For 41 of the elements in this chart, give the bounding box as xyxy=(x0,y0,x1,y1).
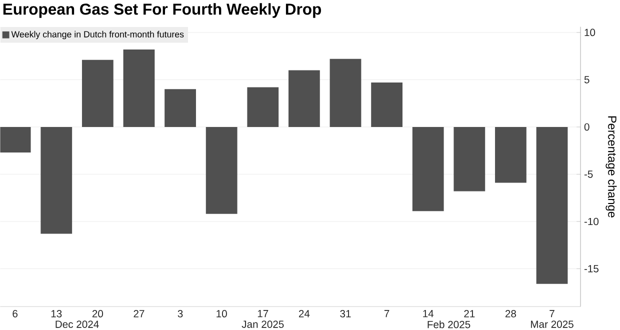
legend-label: Weekly change in Dutch front-month futures xyxy=(11,30,184,40)
x-tick-label: 20 xyxy=(92,310,104,318)
bar xyxy=(123,49,155,127)
x-tick-label: 27 xyxy=(134,310,144,318)
text: Feb 2025 xyxy=(428,320,470,328)
text: Dec 2024 xyxy=(56,320,99,328)
x-tick-label: 10 xyxy=(216,310,227,318)
text: Mar 2025 xyxy=(531,320,574,328)
bar xyxy=(495,126,526,183)
x-tick-label: 28 xyxy=(505,310,516,318)
bar xyxy=(536,126,568,284)
bar xyxy=(247,87,279,127)
x-tick-label: 6 xyxy=(12,310,18,318)
bar xyxy=(454,126,486,192)
y-tick-label: 10 xyxy=(584,28,596,36)
y-tick-label: 0 xyxy=(584,123,590,131)
text: Jan 2025 xyxy=(242,320,284,328)
x-tick-label: 3 xyxy=(178,310,183,318)
y-tick-label: -10 xyxy=(584,218,599,226)
x-tick-label: 7 xyxy=(384,310,390,318)
y-axis-title: Percentage change xyxy=(606,116,617,218)
bar xyxy=(0,126,31,152)
x-tick-label: 7 xyxy=(550,310,554,318)
x-tick-label: 13 xyxy=(51,310,62,318)
bar xyxy=(164,89,196,127)
bar xyxy=(206,126,238,214)
chart-title: European Gas Set For Fourth Weekly Drop xyxy=(3,3,322,18)
x-tick-label: 24 xyxy=(298,310,310,318)
bar xyxy=(288,70,320,127)
x-tick-label: 21 xyxy=(464,310,475,318)
bar xyxy=(371,82,402,127)
bar xyxy=(82,60,114,127)
bar xyxy=(330,58,362,127)
x-tick-label: 31 xyxy=(340,310,351,318)
y-tick-label: -15 xyxy=(584,265,598,272)
bar xyxy=(40,126,72,234)
bar xyxy=(412,126,444,211)
y-tick-label: -5 xyxy=(584,170,593,178)
x-tick-label: 14 xyxy=(423,310,434,318)
y-tick-label: 5 xyxy=(584,76,590,84)
x-tick-label: 17 xyxy=(258,310,268,318)
